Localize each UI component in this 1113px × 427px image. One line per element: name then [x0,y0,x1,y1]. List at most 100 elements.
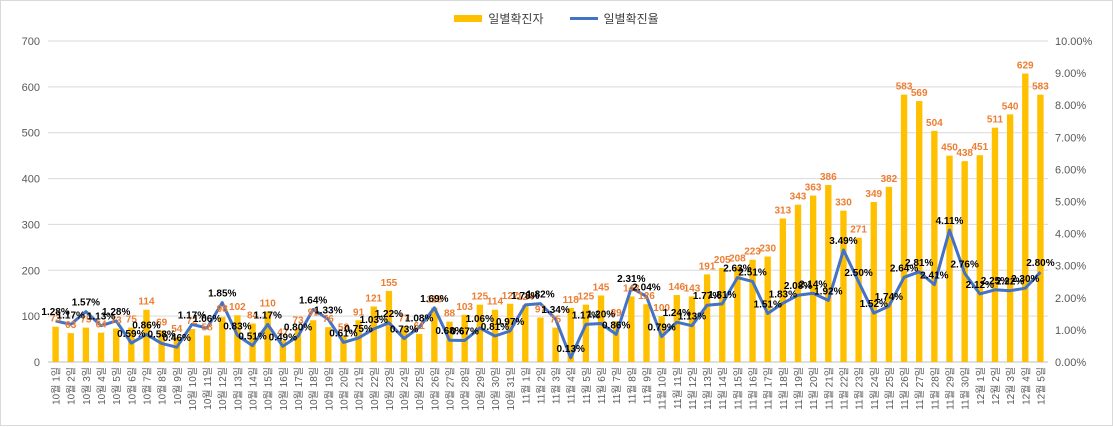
x-tick-label: 10월 22일 [369,367,381,410]
x-tick-label: 11월 23일 [854,367,866,410]
bar-data-label: 84 [247,310,259,321]
y-right-tick-label: 4.00% [1055,229,1086,241]
bar-data-label: 569 [911,88,928,99]
bar-data-label: 118 [563,295,580,306]
bar [219,317,226,362]
bar [431,307,438,362]
bar [794,204,802,362]
line-data-label: 2.63% [723,264,751,275]
rate-line [55,228,1042,360]
x-tick-label: 11월 11일 [672,367,684,409]
bar [97,332,105,362]
bar [582,304,590,362]
line-data-label: 1.77% [693,291,721,302]
line-data-label: 0.58% [147,329,175,340]
x-tick-label: 11월 19일 [793,367,805,410]
x-tick-label: 12월 5일 [1035,367,1047,405]
x-tick-label: 10월 2일 [66,367,78,405]
bar-data-label: 271 [850,225,867,236]
bar-data-label: 382 [881,174,898,185]
bar-data-label: 61 [414,321,426,332]
x-tick-label: 10월 28일 [460,367,472,410]
bar-data-label: 69 [156,317,168,328]
x-tick-label: 11월 4일 [566,367,578,404]
bar-data-label: 47 [277,327,289,338]
bar [67,333,74,362]
bar-data-label: 119 [426,294,443,305]
x-tick-label: 11월 16일 [748,367,760,410]
x-tick-label: 10월 19일 [323,367,335,410]
bar [355,320,362,362]
line-data-label: 2.08% [784,281,812,292]
line-data-label: 0.80% [284,322,312,333]
bar [900,94,908,362]
bar-data-label: 127 [502,291,519,302]
x-tick-label: 10월 21일 [354,367,366,410]
bar-data-label: 100 [653,303,670,314]
line-data-label: 2.12% [966,280,994,291]
y-left-tick-label: 400 [22,174,40,186]
bar-data-label: 145 [593,283,610,294]
bar-data-label: 363 [805,183,822,194]
legend-label-rate: 일별확진율 [603,12,659,26]
line-data-label: 2.22% [996,277,1024,288]
bar-data-label: 77 [398,314,410,325]
line-data-label: 1.57% [72,298,100,309]
line-data-label: 1.64% [299,295,327,306]
line-data-label: 2.64% [890,263,918,274]
bar-data-label: 146 [668,282,685,293]
x-tick-label: 12월 1일 [975,367,987,405]
legend-item-rate: 일별확진율 [569,10,659,27]
legend-label-cases: 일별확진자 [488,12,544,26]
line-data-label: 1.03% [360,315,388,326]
x-tick-label: 10월 14일 [248,367,260,410]
bar [325,327,332,362]
bar [809,195,817,362]
x-tick-label: 11월 21일 [823,367,835,410]
y-left-tick-label: 700 [22,36,40,48]
line-data-label: 1.13% [87,312,115,323]
line-data-label: 2.51% [738,267,766,278]
bar [719,267,726,362]
bar-data-label: 438 [956,148,973,159]
y-left-tick-label: 500 [22,128,40,140]
line-data-label: 2.81% [905,258,933,269]
x-tick-label: 11월 10일 [657,367,669,410]
bar [976,155,983,362]
bar [128,327,135,362]
x-tick-label: 10월 12일 [217,367,229,410]
x-tick-label: 11월 25일 [884,367,896,410]
line-data-label: 1.82% [526,290,554,301]
x-tick-label: 11월 14일 [717,367,729,410]
x-tick-label: 10월 1일 [51,367,63,405]
line-data-label: 0.83% [223,321,251,332]
line-data-label: 1.92% [814,286,842,297]
y-right-tick-label: 8.00% [1055,100,1086,112]
bar [340,335,347,362]
bar-data-label: 125 [471,292,488,303]
line-data-label: 0.46% [163,333,191,344]
x-tick-label: 10월 27일 [445,367,457,410]
line-data-label: 1.06% [193,314,221,325]
y-right-tick-label: 5.00% [1055,197,1086,209]
x-tick-label: 11월 15일 [732,367,744,410]
x-tick-label: 12월 3일 [1005,367,1017,405]
line-data-label: 1.28% [41,307,69,318]
y-right-tick-label: 2.00% [1055,293,1086,305]
bar [628,296,635,362]
x-tick-label: 10월 7일 [141,367,153,405]
x-tick-label: 10월 3일 [81,367,93,405]
bar-data-label: 114 [138,297,155,308]
y-right-tick-label: 10.00% [1055,36,1093,48]
line-data-label: 0.97% [496,317,524,328]
bar [370,306,377,362]
x-tick-label: 10월 6일 [126,367,138,405]
bar-data-label: 191 [699,261,716,272]
x-tick-label: 11월 20일 [808,367,820,410]
line-data-label: 0.86% [602,320,630,331]
bar [688,296,696,362]
bar [173,337,180,362]
bar-data-label: 102 [229,302,246,313]
bar-data-label: 143 [623,283,640,294]
